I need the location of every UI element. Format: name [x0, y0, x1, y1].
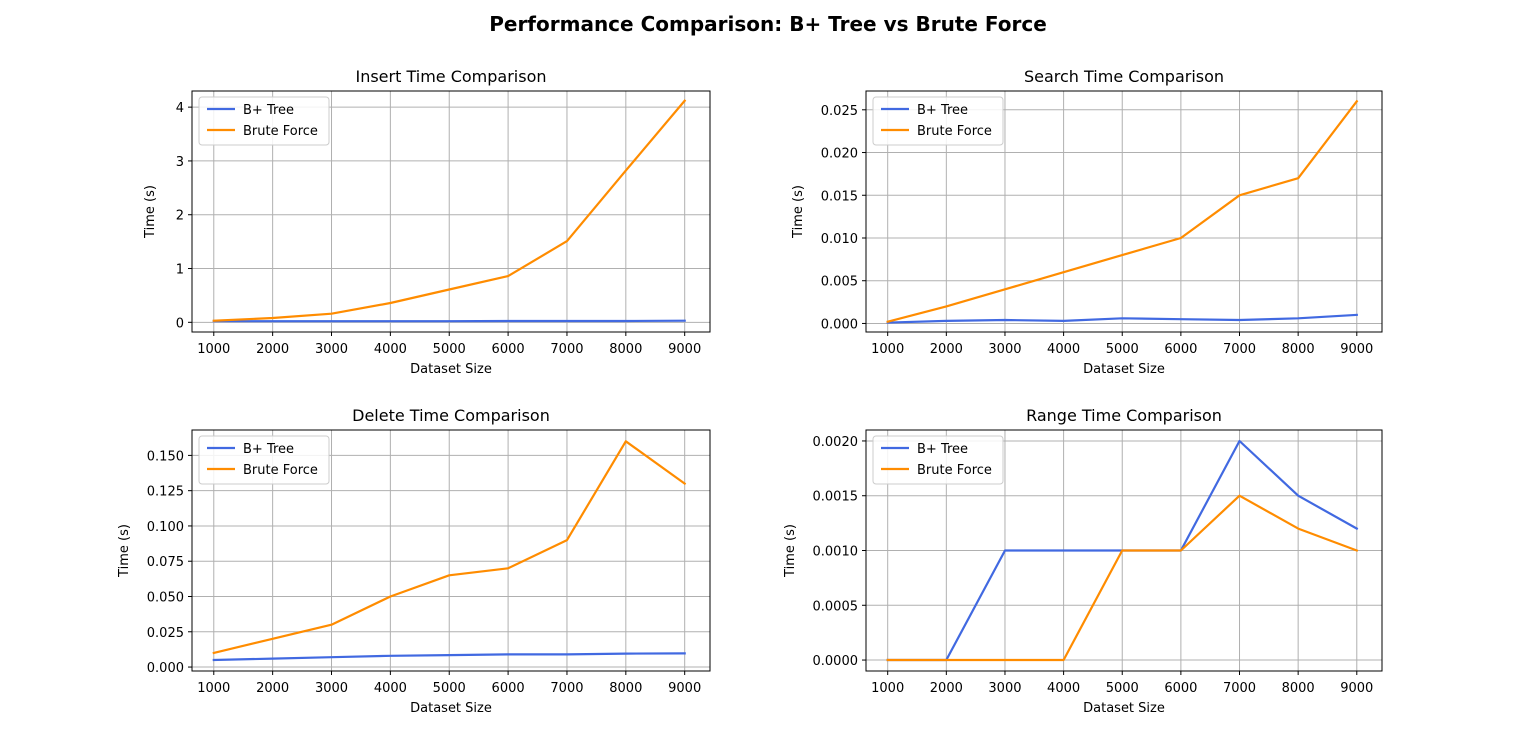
x-tick-label: 2000	[930, 342, 963, 357]
y-tick-label: 0.010	[821, 232, 858, 247]
subplot-title: Delete Time Comparison	[352, 406, 550, 425]
y-axis-label: Time (s)	[783, 524, 798, 578]
axes-frame	[191, 429, 711, 672]
legend-label-brute-force: Brute Force	[243, 463, 318, 478]
subplot-title: Range Time Comparison	[1026, 406, 1222, 425]
subplots-grid: 1000 2000 3000 4000 5000 6000 7000 8000 9000 0 1 2 3…	[117, 67, 1383, 716]
x-tick-label: 7000	[1223, 681, 1256, 696]
x-tick-label: 8000	[609, 681, 642, 696]
subplot-title: Insert Time Comparison	[355, 67, 546, 86]
legend: B+ Tree Brute Force	[872, 96, 1004, 146]
x-tick-label: 4000	[1047, 681, 1080, 696]
legend-label-b-tree: B+ Tree	[917, 442, 968, 457]
y-tick-label: 0.0010	[813, 545, 859, 560]
x-tick-label: 1000	[871, 342, 904, 357]
y-tick-label: 0.015	[821, 189, 858, 204]
legend-label-b-tree: B+ Tree	[243, 103, 294, 118]
x-tick-label: 9000	[668, 342, 701, 357]
subplot-insert: 1000 2000 3000 4000 5000 6000 7000 8000 9000 0 1 2 3…	[143, 67, 711, 377]
y-axis-label: Time (s)	[117, 524, 132, 578]
x-tick-label: 9000	[668, 681, 701, 696]
axes-frame	[865, 90, 1383, 333]
series-line-b-tree	[212, 319, 686, 323]
y-tick-label: 0.0000	[813, 654, 859, 669]
x-tick-label: 1000	[871, 681, 904, 696]
y-tick-label: 1	[176, 263, 184, 278]
x-tick-label: 2000	[930, 681, 963, 696]
y-tick-label: 0	[176, 316, 184, 331]
legend-label-brute-force: Brute Force	[917, 124, 992, 139]
y-tick-label: 0.0015	[813, 490, 859, 505]
subplot-title: Search Time Comparison	[1024, 67, 1224, 86]
x-tick-label: 6000	[1164, 681, 1197, 696]
axes-frame	[191, 90, 711, 333]
x-tick-label: 9000	[1340, 342, 1373, 357]
y-tick-label: 0.075	[147, 555, 184, 570]
x-tick-label: 5000	[433, 681, 466, 696]
x-tick-label: 1000	[197, 342, 230, 357]
legend: B+ Tree Brute Force	[198, 435, 330, 485]
y-tick-label: 3	[176, 155, 184, 170]
x-axis-label: Dataset Size	[1083, 362, 1165, 377]
x-tick-label: 4000	[1047, 342, 1080, 357]
x-axis-label: Dataset Size	[410, 362, 492, 377]
x-tick-label: 9000	[1340, 681, 1373, 696]
x-tick-label: 6000	[492, 681, 525, 696]
x-tick-label: 4000	[374, 681, 407, 696]
x-tick-label: 1000	[197, 681, 230, 696]
subplot-range: 1000 2000 3000 4000 5000 6000 7000 8000 9000 0.00…	[783, 406, 1383, 716]
x-tick-label: 3000	[315, 342, 348, 357]
x-tick-label: 5000	[1106, 342, 1139, 357]
y-tick-label: 0.150	[147, 449, 184, 464]
y-tick-label: 0.025	[821, 104, 858, 119]
legend: B+ Tree Brute Force	[872, 435, 1004, 485]
y-tick-label: 0.100	[147, 520, 184, 535]
y-tick-label: 0.0020	[813, 435, 859, 450]
x-tick-label: 8000	[609, 342, 642, 357]
legend-label-brute-force: Brute Force	[243, 124, 318, 139]
y-tick-label: 0.025	[147, 626, 184, 641]
axes-frame	[865, 429, 1383, 672]
y-axis-label: Time (s)	[791, 185, 806, 239]
x-tick-label: 7000	[550, 681, 583, 696]
x-tick-label: 3000	[988, 342, 1021, 357]
x-tick-label: 2000	[256, 342, 289, 357]
legend-label-b-tree: B+ Tree	[243, 442, 294, 457]
x-axis-label: Dataset Size	[410, 701, 492, 716]
y-tick-label: 0.000	[821, 317, 858, 332]
x-tick-label: 4000	[374, 342, 407, 357]
y-tick-label: 0.000	[147, 661, 184, 676]
x-tick-label: 2000	[256, 681, 289, 696]
legend-label-b-tree: B+ Tree	[917, 103, 968, 118]
y-tick-label: 0.020	[821, 147, 858, 162]
x-axis-label: Dataset Size	[1083, 701, 1165, 716]
x-tick-label: 3000	[988, 681, 1021, 696]
x-tick-label: 5000	[433, 342, 466, 357]
y-tick-label: 0.005	[821, 275, 858, 290]
y-tick-label: 0.125	[147, 485, 184, 500]
y-tick-label: 0.050	[147, 590, 184, 605]
y-axis-label: Time (s)	[143, 185, 158, 239]
x-tick-label: 7000	[550, 342, 583, 357]
y-tick-label: 2	[176, 209, 184, 224]
x-tick-label: 8000	[1282, 342, 1315, 357]
x-tick-label: 7000	[1223, 342, 1256, 357]
legend: B+ Tree Brute Force	[198, 96, 330, 146]
y-tick-label: 0.0005	[813, 599, 859, 614]
x-tick-label: 8000	[1282, 681, 1315, 696]
x-tick-label: 3000	[315, 681, 348, 696]
subplot-search: 1000 2000 3000 4000 5000 6000 7000 8000 9000 0.00…	[791, 67, 1383, 377]
figure-title: Performance Comparison: B+ Tree vs Brute…	[489, 12, 1047, 36]
x-tick-label: 5000	[1106, 681, 1139, 696]
y-tick-label: 4	[176, 101, 184, 116]
subplot-delete: 1000 2000 3000 4000 5000 6000 7000 8000 9000 0.00…	[117, 406, 711, 716]
x-tick-label: 6000	[492, 342, 525, 357]
x-tick-label: 6000	[1164, 342, 1197, 357]
legend-label-brute-force: Brute Force	[917, 463, 992, 478]
